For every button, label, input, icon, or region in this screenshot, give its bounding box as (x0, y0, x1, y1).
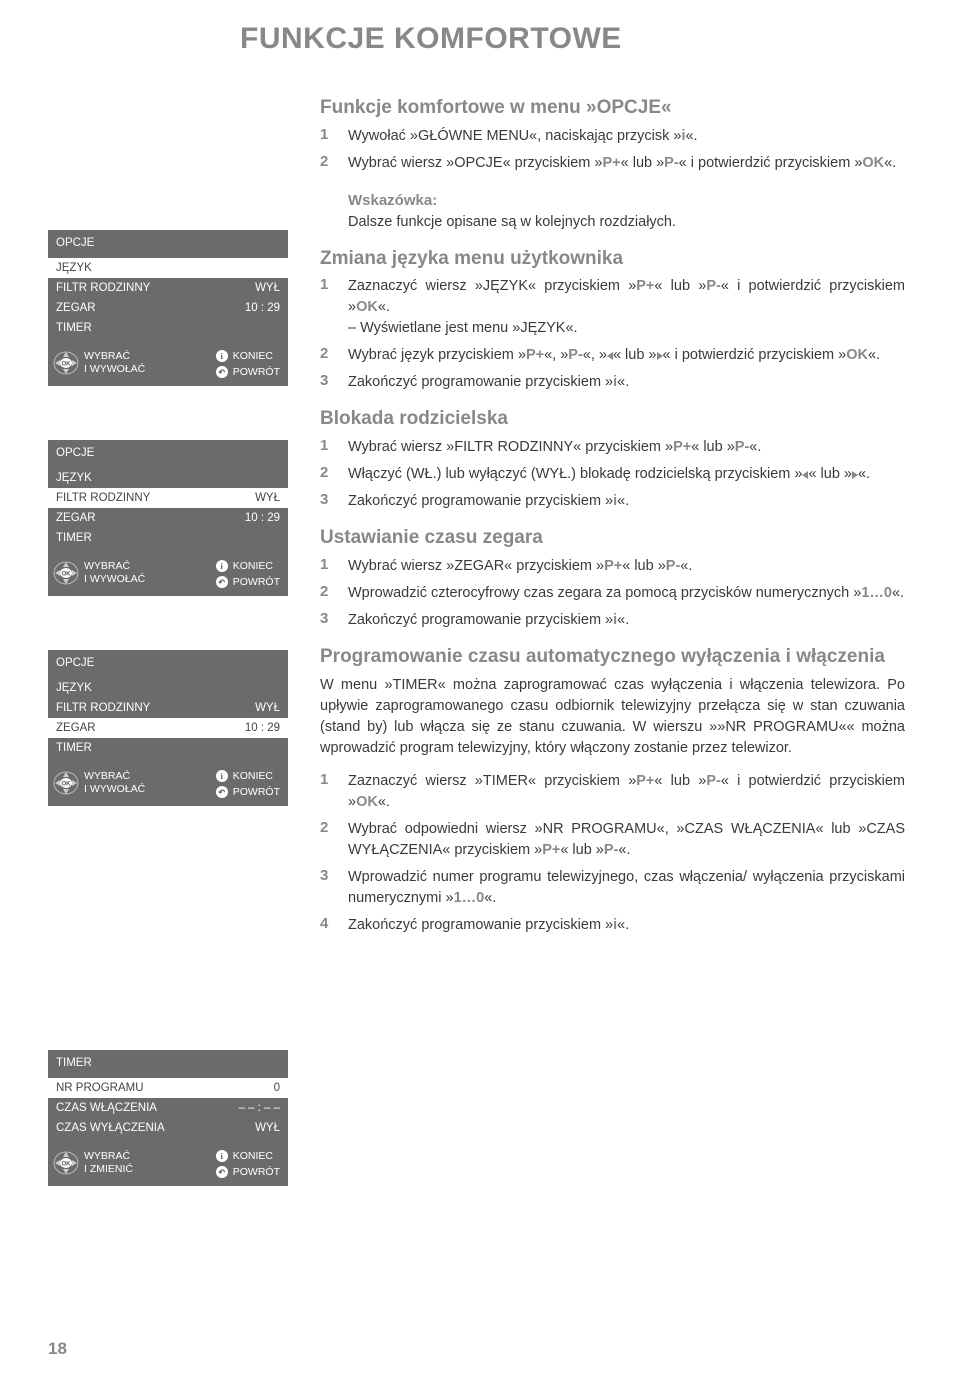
lang-heading: Zmiana języka menu użytkownika (320, 247, 905, 271)
step: 3 Zakończyć programowanie przyciskiem »i… (320, 372, 905, 393)
hint-label: Wskazówka: (348, 190, 905, 212)
ok-icon: OK (53, 350, 79, 376)
osd-opcje-zegar: OPCJE JĘZYK FILTR RODZINNYWYŁ ZEGAR10 : … (48, 650, 288, 806)
ok-icon: OK (53, 560, 79, 586)
step: 3 Zakończyć programowanie przyciskiem »i… (320, 610, 905, 631)
osd-footer: OK WYBRAĆI WYWOŁAĆ iKONIEC ↶POWRÓT (48, 768, 288, 798)
back-icon: ↶ (216, 1166, 228, 1178)
osd-row: ZEGAR10 : 29 (48, 508, 288, 528)
svg-text:OK: OK (62, 1162, 72, 1168)
osd-footer: OK WYBRAĆI WYWOŁAĆ iKONIEC ↶POWRÓT (48, 558, 288, 588)
back-icon: ↶ (216, 786, 228, 798)
osd-row: JĘZYK (48, 468, 288, 488)
osd-row: ZEGAR10 : 29 (48, 718, 288, 738)
step: 1 Wybrać wiersz »ZEGAR« przyciskiem »P+«… (320, 556, 905, 577)
osd-row: TIMER (48, 318, 288, 338)
osd-title: OPCJE (48, 230, 288, 258)
osd-title: TIMER (48, 1050, 288, 1078)
right-column: Funkcje komfortowe w menu »OPCJE« 1 Wywo… (320, 96, 905, 942)
osd-opcje-filtr: OPCJE JĘZYK FILTR RODZINNYWYŁ ZEGAR10 : … (48, 440, 288, 596)
svg-text:OK: OK (62, 362, 72, 368)
step: 2 Wybrać język przyciskiem »P+«, »P-«, »… (320, 345, 905, 366)
intro-heading: Funkcje komfortowe w menu »OPCJE« (320, 96, 905, 120)
timer-heading: Programowanie czasu automatycznego wyłąc… (320, 645, 905, 669)
info-icon: i (216, 770, 228, 782)
ok-icon: OK (53, 1150, 79, 1176)
svg-text:OK: OK (62, 572, 72, 578)
osd-row: TIMER (48, 738, 288, 758)
osd-row: FILTR RODZINNYWYŁ (48, 488, 288, 508)
step: 3 Zakończyć programowanie przyciskiem »i… (320, 491, 905, 512)
osd-row: NR PROGRAMU0 (48, 1078, 288, 1098)
clock-heading: Ustawianie czasu zegara (320, 526, 905, 550)
osd-opcje-jezyk: OPCJE JĘZYK FILTR RODZINNYWYŁ ZEGAR10 : … (48, 230, 288, 386)
osd-row: FILTR RODZINNYWYŁ (48, 278, 288, 298)
step: 1 Wybrać wiersz »FILTR RODZINNY« przycis… (320, 437, 905, 458)
osd-row: JĘZYK (48, 678, 288, 698)
timer-body: W menu »TIMER« można zaprogramować czas … (320, 675, 905, 759)
step: 2 Wybrać wiersz »OPCJE« przyciskiem »P+«… (320, 153, 905, 174)
osd-title: OPCJE (48, 440, 288, 468)
info-icon: i (216, 560, 228, 572)
step: 4 Zakończyć programowanie przyciskiem »i… (320, 915, 905, 936)
step: 1 Wywołać »GŁÓWNE MENU«, naciskając przy… (320, 126, 905, 147)
osd-row: TIMER (48, 528, 288, 548)
osd-row: FILTR RODZINNYWYŁ (48, 698, 288, 718)
step: 2 Wybrać odpowiedni wiersz »NR PROGRAMU«… (320, 819, 905, 861)
osd-title: OPCJE (48, 650, 288, 678)
osd-footer: OK WYBRAĆI WYWOŁAĆ iKONIEC ↶POWRÓT (48, 348, 288, 378)
parental-heading: Blokada rodzicielska (320, 407, 905, 431)
page-title: FUNKCJE KOMFORTOWE (0, 0, 960, 56)
svg-text:OK: OK (62, 782, 72, 788)
info-icon: i (216, 350, 228, 362)
step: 3 Wprowadzić numer programu telewizyjneg… (320, 867, 905, 909)
hint: Wskazówka: Dalsze funkcje opisane są w k… (320, 180, 905, 233)
step: 2 Wprowadzić czterocyfrowy czas zegara z… (320, 583, 905, 604)
left-column: OPCJE JĘZYK FILTR RODZINNYWYŁ ZEGAR10 : … (48, 230, 288, 1240)
back-icon: ↶ (216, 366, 228, 378)
osd-row: CZAS WYŁĄCZENIAWYŁ (48, 1118, 288, 1138)
step: 2 Włączyć (WŁ.) lub wyłączyć (WYŁ.) blok… (320, 464, 905, 485)
back-icon: ↶ (216, 576, 228, 588)
info-icon: i (216, 1150, 228, 1162)
step: 1 Zaznaczyć wiersz »JĘZYK« przyciskiem »… (320, 276, 905, 339)
page-number: 18 (48, 1339, 67, 1359)
step: 1 Zaznaczyć wiersz »TIMER« przyciskiem »… (320, 771, 905, 813)
osd-row: JĘZYK (48, 258, 288, 278)
ok-icon: OK (53, 770, 79, 796)
osd-row: ZEGAR10 : 29 (48, 298, 288, 318)
osd-timer: TIMER NR PROGRAMU0 CZAS WŁĄCZENIA– – : –… (48, 1050, 288, 1186)
osd-footer: OK WYBRAĆI ZMIENIĆ iKONIEC ↶POWRÓT (48, 1148, 288, 1178)
osd-row: CZAS WŁĄCZENIA– – : – – (48, 1098, 288, 1118)
